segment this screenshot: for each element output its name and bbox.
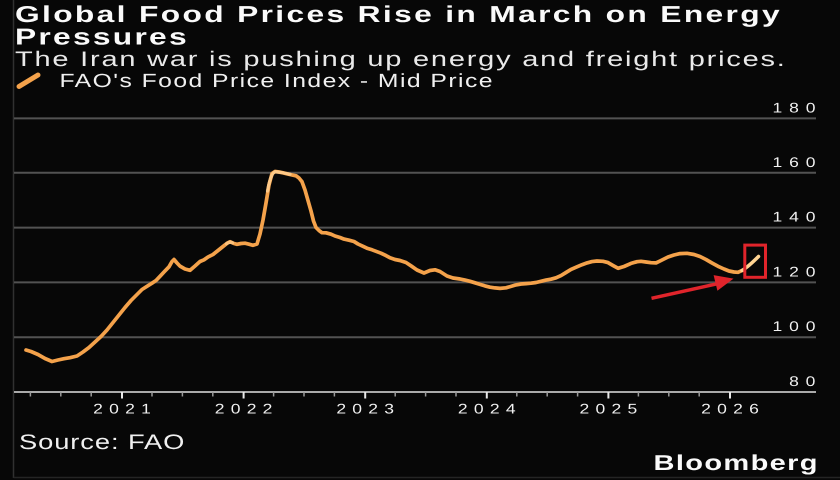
svg-text:2022: 2022 (215, 400, 279, 416)
svg-text:180: 180 (772, 99, 822, 115)
svg-text:120: 120 (772, 263, 822, 279)
svg-text:Bloomberg: Bloomberg (654, 451, 819, 475)
svg-text:2026: 2026 (701, 400, 765, 416)
svg-text:Pressures: Pressures (15, 23, 189, 49)
svg-text:100: 100 (772, 318, 822, 334)
svg-text:80: 80 (789, 373, 822, 389)
svg-text:2023: 2023 (336, 400, 400, 416)
svg-text:Global Food Prices Rise in Mar: Global Food Prices Rise in March on Ener… (15, 1, 782, 27)
svg-text:140: 140 (772, 209, 822, 225)
svg-text:160: 160 (772, 154, 822, 170)
svg-text:FAO's Food Price Index - Mid P: FAO's Food Price Index - Mid Price (60, 71, 494, 92)
svg-text:2025: 2025 (580, 400, 644, 416)
svg-text:Source: FAO: Source: FAO (19, 431, 185, 454)
svg-text:2024: 2024 (458, 400, 522, 416)
svg-text:The Iran war is pushing up ene: The Iran war is pushing up energy and fr… (15, 48, 787, 71)
svg-text:2021: 2021 (93, 400, 157, 416)
